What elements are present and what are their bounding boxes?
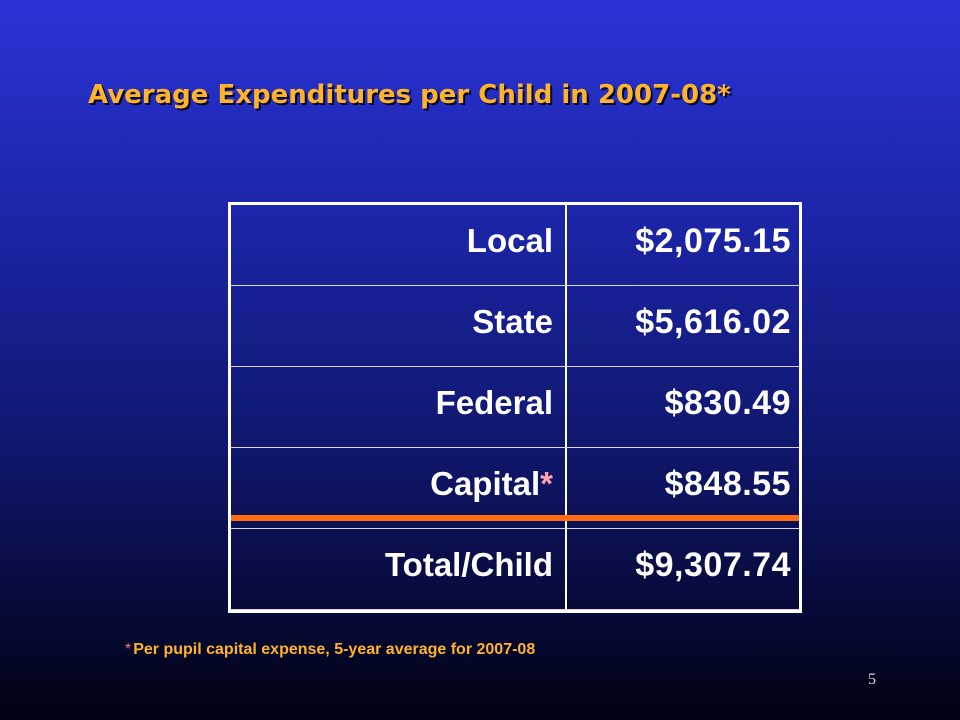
row-label-text: Federal [435, 384, 553, 421]
row-label: Local [231, 205, 567, 285]
row-value: $9,307.74 [567, 529, 799, 609]
row-value-text: $848.55 [664, 464, 791, 503]
row-value: $830.49 [567, 367, 799, 447]
table-row-local: Local $2,075.15 [231, 205, 799, 286]
row-label-text: Total/Child [384, 546, 553, 583]
row-value-text: $9,307.74 [635, 545, 791, 584]
footnote: * Per pupil capital expense, 5-year avera… [125, 641, 535, 659]
row-label: Total/Child [231, 529, 567, 609]
row-label-text: State [472, 303, 553, 340]
row-value-text: $5,616.02 [635, 302, 791, 341]
total-divider-line [231, 515, 799, 521]
slide-title: Average Expenditures per Child in 2007-0… [88, 80, 731, 110]
row-label: Capital * [231, 448, 567, 528]
row-label-text: Capital [430, 465, 541, 502]
row-value: $5,616.02 [567, 286, 799, 366]
table-row-capital: Capital * $848.55 [231, 448, 799, 529]
table-row-total: Total/Child $9,307.74 [231, 529, 799, 610]
row-value: $2,075.15 [567, 205, 799, 285]
slide-number: 5 [868, 671, 876, 688]
expenditure-table: Local $2,075.15 State $5,616.02 Federal … [228, 202, 802, 613]
row-value-text: $830.49 [664, 383, 791, 422]
row-value-text: $2,075.15 [635, 221, 791, 260]
table-row-state: State $5,616.02 [231, 286, 799, 367]
row-value: $848.55 [567, 448, 799, 528]
footnote-text: Per pupil capital expense, 5-year averag… [133, 641, 536, 658]
row-label: State [231, 286, 567, 366]
row-label-text: Local [466, 222, 553, 259]
asterisk-marker: * [540, 465, 553, 502]
row-label: Federal [231, 367, 567, 447]
footnote-marker: * [125, 641, 132, 658]
table-row-federal: Federal $830.49 [231, 367, 799, 448]
